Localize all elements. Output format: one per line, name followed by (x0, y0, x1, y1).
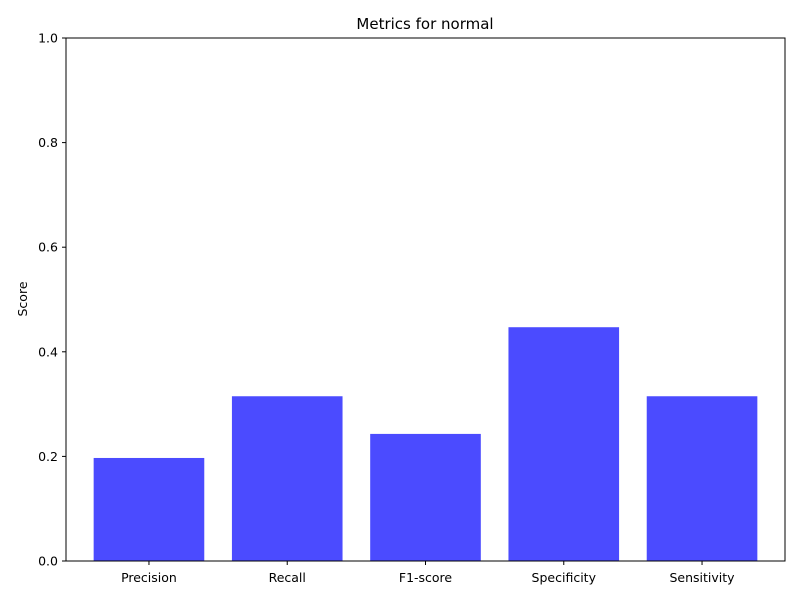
y-axis-label: Score (15, 281, 30, 316)
y-tick-label: 0.8 (38, 135, 58, 150)
y-tick-label: 0.4 (38, 344, 58, 359)
plot-area-frame (65, 37, 786, 562)
bar-sensitivity (646, 396, 758, 561)
x-tick-label: Sensitivity (669, 570, 735, 585)
x-tick-label: Precision (121, 570, 177, 585)
y-tick-label: 0.0 (38, 554, 58, 569)
bar-specificity (508, 327, 620, 561)
y-tick-label: 1.0 (38, 31, 58, 46)
x-tick-label: Recall (269, 570, 306, 585)
bar-precision (93, 457, 205, 561)
ticks-group: Precision Recall F1-score Specificity Sensit… (38, 31, 735, 586)
y-tick-label: 0.6 (38, 240, 58, 255)
chart-title: Metrics for normal (356, 15, 493, 33)
bars-group (93, 327, 758, 561)
bar-recall (231, 396, 343, 561)
bar-f1-score (370, 433, 481, 561)
x-tick-label: Specificity (532, 570, 597, 585)
x-tick-label: F1-score (399, 570, 453, 585)
y-tick-label: 0.2 (38, 449, 58, 464)
